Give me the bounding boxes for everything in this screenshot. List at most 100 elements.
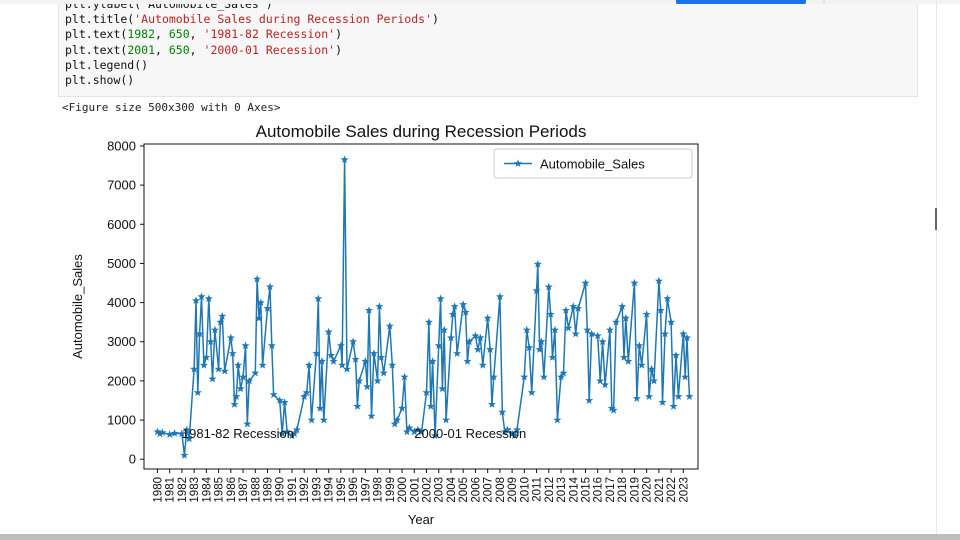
data-point	[275, 396, 284, 404]
data-point	[498, 408, 507, 416]
data-point	[513, 425, 521, 434]
data-point	[185, 434, 194, 443]
data-point	[410, 427, 419, 436]
code-token: ,	[155, 27, 169, 42]
data-point	[405, 423, 414, 432]
x-axis-label: Year	[408, 512, 435, 527]
code-editor[interactable]: plt.ylabel('Automobile_Sales') plt.title(…	[65, 4, 439, 88]
x-tick-label: 1996	[348, 477, 360, 503]
data-point	[583, 325, 592, 334]
data-point	[239, 372, 248, 381]
code-line: plt.legend()	[65, 58, 439, 73]
data-point	[685, 392, 694, 400]
x-tick-label: 2014	[568, 476, 580, 502]
data-point	[564, 323, 573, 332]
code-token: )	[335, 27, 343, 42]
code-token: )	[431, 12, 439, 27]
data-point	[431, 431, 440, 440]
data-point	[525, 343, 534, 351]
x-tick-label: 1984	[201, 476, 213, 502]
data-point	[195, 329, 204, 338]
data-point	[473, 345, 482, 353]
data-point	[471, 331, 480, 340]
data-point	[500, 427, 509, 436]
data-point	[621, 314, 630, 322]
data-point	[314, 294, 323, 303]
data-point	[373, 376, 382, 385]
data-point	[278, 429, 287, 438]
data-point	[453, 349, 462, 357]
data-point	[192, 296, 200, 304]
data-point	[442, 415, 451, 424]
code-token: ,	[189, 27, 204, 42]
data-point	[642, 310, 651, 318]
code-token: 1982	[127, 27, 156, 42]
code-token: plt.legend()	[65, 57, 149, 72]
x-tick-label: 2010	[519, 477, 531, 503]
data-point	[618, 302, 627, 310]
x-tick-label: 1985	[214, 477, 226, 503]
x-tick-label: 2007	[483, 477, 495, 503]
data-point	[426, 402, 435, 410]
data-point	[398, 404, 406, 412]
data-point	[489, 372, 498, 381]
data-point	[377, 353, 386, 361]
data-point	[571, 329, 580, 338]
data-point	[292, 425, 301, 434]
data-point	[158, 428, 167, 436]
panel-border	[936, 0, 937, 540]
data-point	[553, 415, 562, 424]
x-tick-label: 2012	[544, 477, 556, 503]
data-point	[155, 429, 164, 438]
x-tick-label: 1994	[324, 476, 336, 502]
data-point	[546, 310, 555, 318]
x-tick-label: 2008	[495, 477, 507, 503]
x-tick-label: 2022	[666, 477, 678, 503]
data-point	[461, 308, 470, 316]
cell-output-text: <Figure size 500x300 with 0 Axes>	[62, 101, 281, 114]
x-tick-label: 1982	[177, 477, 189, 503]
y-tick-label: 8000	[107, 138, 136, 153]
data-point	[361, 357, 370, 365]
more-options-icon[interactable]: ⋮	[820, 0, 828, 5]
legend-marker	[514, 159, 522, 167]
data-point	[537, 337, 546, 346]
data-point	[647, 365, 656, 373]
data-point	[508, 429, 517, 438]
data-point	[153, 427, 162, 436]
y-tick-label: 1000	[107, 413, 136, 428]
data-point	[465, 337, 474, 346]
data-point	[177, 429, 186, 438]
x-tick-label: 2013	[556, 477, 568, 503]
data-point	[165, 430, 174, 438]
data-point	[581, 278, 590, 287]
data-point	[681, 372, 690, 381]
data-point	[353, 402, 362, 410]
data-point	[243, 419, 252, 428]
x-tick-label: 1980	[152, 477, 164, 503]
chart-title: Automobile Sales during Recession Period…	[256, 122, 587, 141]
code-token: ,	[155, 42, 169, 57]
horizontal-scrollbar[interactable]	[0, 534, 960, 540]
run-button[interactable]	[676, 0, 806, 5]
data-point	[255, 314, 263, 322]
recession-annotation: 2000-01 Recession	[414, 426, 526, 441]
legend-box	[493, 148, 693, 179]
cell-toolbar-strip	[0, 0, 960, 4]
x-tick-label: 1990	[275, 477, 287, 503]
data-point	[402, 427, 411, 436]
data-point	[606, 325, 614, 334]
scrollbar-thumb[interactable]	[935, 208, 937, 230]
x-tick-label: 2017	[605, 477, 617, 503]
data-point	[343, 365, 351, 373]
code-token: plt.ylabel('Automobile_Sales')	[65, 4, 273, 11]
data-point	[199, 361, 208, 369]
code-cell[interactable]: plt.ylabel('Automobile_Sales') plt.title(…	[58, 4, 918, 97]
data-point	[349, 337, 358, 346]
data-point	[180, 451, 189, 459]
x-tick-label: 2005	[458, 477, 470, 503]
data-point	[206, 337, 215, 346]
data-point	[390, 419, 399, 428]
data-point	[258, 361, 267, 369]
data-point	[527, 388, 536, 396]
